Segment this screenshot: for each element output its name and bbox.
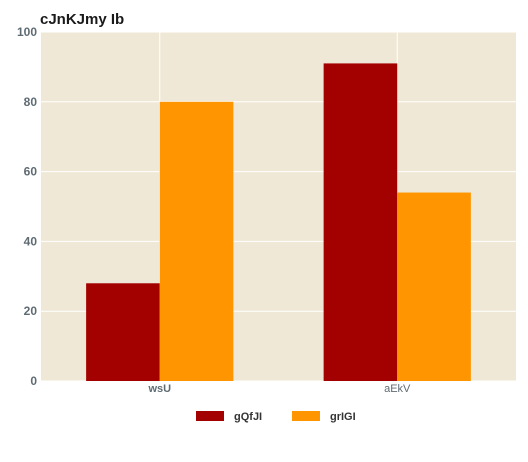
y-tick-label: 60 <box>24 165 38 179</box>
y-tick-label: 100 <box>17 25 37 39</box>
x-tick-label: aEkV <box>384 383 411 395</box>
legend-swatch <box>196 411 224 421</box>
bar-gQfJI-aEkV <box>324 63 398 381</box>
bar-grIGI-aEkV <box>397 193 471 381</box>
bar-gQfJI-wsU <box>86 283 160 381</box>
legend-label: gQfJI <box>234 411 262 423</box>
x-axis: wsU aEkV <box>147 383 411 395</box>
chart-title: cJnKJmy Ib <box>40 11 124 28</box>
y-tick-label: 40 <box>24 234 38 248</box>
x-tick-label: wsU <box>147 383 171 395</box>
y-tick-label: 80 <box>24 95 38 109</box>
legend-label: grIGI <box>330 411 356 423</box>
legend-swatch <box>292 411 320 421</box>
legend: gQfJI grIGI <box>196 411 356 423</box>
y-tick-label: 20 <box>24 304 38 318</box>
bar-grIGI-wsU <box>160 102 234 381</box>
y-axis: 0 20 40 60 80 100 <box>17 25 37 388</box>
y-tick-label: 0 <box>30 374 37 388</box>
